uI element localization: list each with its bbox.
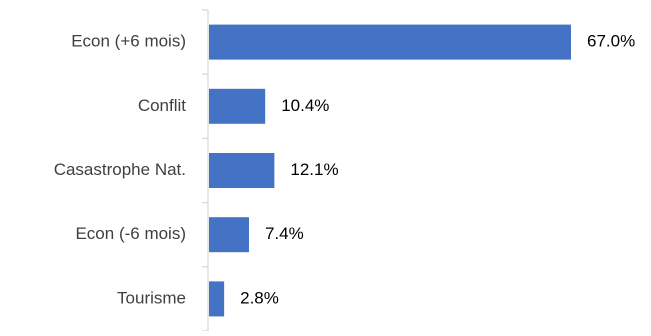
category-label: Conflit: [138, 96, 186, 115]
category-label: Econ (+6 mois): [71, 32, 186, 51]
data-label: 10.4%: [281, 96, 329, 115]
category-label: Econ (-6 mois): [75, 224, 186, 243]
bar-1: [209, 88, 266, 124]
bar-3: [209, 217, 249, 253]
data-label: 12.1%: [290, 160, 338, 179]
label-layer: Econ (+6 mois) 67.0% Conflit 10.4% Casastrop…: [54, 32, 636, 308]
bar-0: [209, 24, 571, 60]
bar-2: [209, 153, 275, 188]
axis-layer: [202, 9, 209, 332]
bar-layer: [209, 24, 571, 317]
data-label: 2.8%: [240, 288, 279, 307]
category-label: Tourisme: [117, 288, 186, 307]
bar-4: [209, 281, 225, 317]
category-label: Casastrophe Nat.: [54, 160, 186, 179]
data-label: 67.0%: [587, 32, 635, 51]
data-label: 7.4%: [265, 224, 304, 243]
